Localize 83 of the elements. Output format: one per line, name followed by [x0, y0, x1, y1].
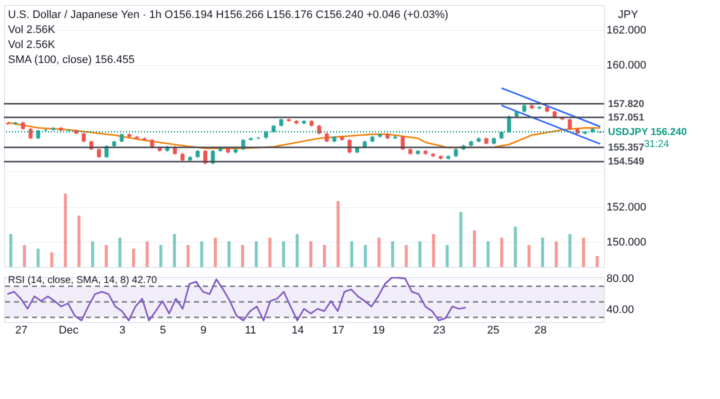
- x-tick-label: 25: [487, 324, 500, 336]
- candlestick: [96, 148, 101, 158]
- candlestick: [317, 124, 322, 135]
- bar: [596, 256, 599, 267]
- bar: [404, 244, 408, 267]
- bar: [36, 248, 40, 267]
- bar: [22, 244, 26, 267]
- bar: [568, 234, 572, 267]
- x-tick-label: 27: [15, 324, 28, 336]
- bar: [446, 244, 449, 267]
- bar: [364, 244, 367, 267]
- bar: [528, 244, 530, 267]
- candlestick: [324, 132, 329, 143]
- x-tick-label: 11: [244, 324, 256, 336]
- bar: [214, 238, 217, 267]
- bar: [50, 252, 54, 267]
- bar: [78, 216, 80, 267]
- x-tick-label: 3: [119, 324, 126, 336]
- x-tick-label: 14: [292, 324, 304, 336]
- bar: [268, 238, 272, 267]
- bar: [486, 241, 490, 267]
- bar: [336, 200, 340, 267]
- chart-title: RSI (14, close, SMA, 14, 8) 42.70: [8, 275, 158, 286]
- y-tick-label: 152.000: [606, 201, 646, 214]
- bar: [159, 244, 162, 267]
- bar: [104, 244, 108, 267]
- bar: [200, 241, 204, 267]
- ref-line-label: 157.051: [608, 112, 645, 124]
- bar: [472, 230, 476, 267]
- y-tick-label: 40.00: [606, 304, 634, 316]
- bar: [146, 241, 149, 267]
- bar: [9, 234, 12, 267]
- bar: [459, 212, 462, 267]
- candlestick: [82, 132, 86, 143]
- bar: [514, 226, 517, 267]
- bar: [391, 241, 394, 267]
- y-tick-label: 160.000: [606, 60, 646, 72]
- ref-line-label: 157.820: [608, 98, 645, 110]
- text: JPY: [618, 9, 639, 21]
- bar: [350, 241, 354, 267]
- bar: [582, 238, 586, 267]
- ref-line-label: 154.549: [608, 156, 645, 168]
- annotation: Vol 2.56K: [8, 39, 56, 51]
- bar: [132, 248, 136, 267]
- text: 31:24: [644, 138, 670, 150]
- bar: [64, 194, 67, 267]
- line-series: [7, 122, 601, 150]
- y-tick-label: 162.000: [606, 24, 646, 36]
- candlestick: [36, 129, 40, 140]
- bar: [296, 234, 299, 267]
- x-tick-label: 17: [332, 324, 344, 336]
- x-tick-label: 9: [200, 324, 206, 336]
- bar: [309, 241, 312, 267]
- candlestick: [400, 135, 405, 151]
- x-tick-label: 19: [372, 324, 385, 336]
- bar: [172, 234, 176, 267]
- bar: [418, 241, 422, 267]
- bar: [118, 238, 122, 267]
- bar: [432, 234, 436, 267]
- x-tick-label: 28: [534, 324, 547, 336]
- bar: [241, 244, 244, 267]
- bar: [322, 244, 326, 267]
- bar: [91, 241, 94, 267]
- y-tick-label: 150.000: [606, 236, 646, 249]
- bar: [554, 241, 558, 267]
- bar: [254, 241, 258, 267]
- y-tick-label: 80.00: [606, 273, 634, 286]
- bar: [500, 238, 504, 267]
- x-tick-label: 5: [160, 324, 166, 336]
- bar: [228, 241, 230, 267]
- chart-title: U.S. Dollar / Japanese Yen · 1h O156.194 H156.266 L156.176 C156.240 +0.046 (+0.03%): [8, 9, 448, 21]
- bar: [186, 244, 190, 267]
- annotation: Vol 2.56K: [8, 24, 56, 36]
- x-tick-label: Dec: [58, 324, 79, 336]
- ref-line-label: USDJPY 156.240: [608, 126, 688, 138]
- annotation: SMA (100, close) 156.455: [8, 54, 135, 66]
- bar: [541, 238, 544, 267]
- bar: [282, 241, 286, 267]
- bar: [378, 238, 380, 267]
- x-tick-label: 23: [433, 324, 446, 336]
- ref-line-label: 155.357: [608, 142, 645, 154]
- candlestick: [120, 132, 124, 143]
- candlestick: [568, 118, 572, 130]
